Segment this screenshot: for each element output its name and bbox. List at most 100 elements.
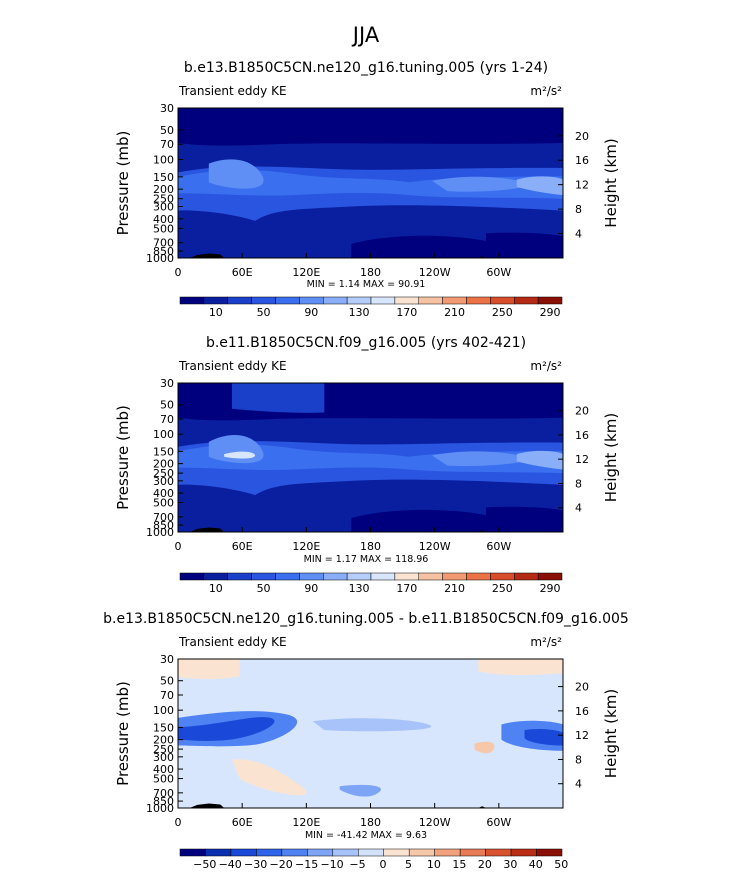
y-tick-label: 300	[153, 751, 174, 764]
colorbar-swatch	[418, 296, 443, 305]
y-tick-label: 850	[153, 245, 174, 258]
y-tick-label: 200	[153, 458, 174, 471]
x-tick-label: 0	[175, 266, 182, 279]
x-tick-label: 60E	[232, 266, 253, 279]
y-tick-label: 30	[160, 377, 174, 390]
y-tick-label: 700	[153, 787, 174, 800]
colorbar-label: 210	[444, 582, 465, 595]
colorbar-swatch	[227, 572, 252, 581]
y-axis-label: Pressure (mb)	[114, 681, 132, 786]
contour-band	[312, 718, 432, 732]
colorbar-swatch	[466, 572, 491, 581]
panel-title: b.e13.B1850C5CN.ne120_g16.tuning.005 - b…	[103, 611, 629, 627]
panel-3: b.e13.B1850C5CN.ne120_g16.tuning.005 - b…	[103, 611, 629, 871]
colorbar-swatch	[536, 848, 563, 857]
x-tick-label: 60W	[486, 540, 511, 553]
colorbar-swatch	[275, 572, 300, 581]
y-tick-label: 70	[160, 413, 174, 426]
y-tick-label: 50	[160, 675, 174, 688]
y-right-tick-label: 12	[575, 729, 589, 742]
colorbar-swatch	[230, 848, 257, 857]
contour-band	[178, 659, 240, 680]
colorbar-swatch	[510, 848, 537, 857]
y-tick-label: 50	[160, 399, 174, 412]
colorbar-label: 250	[492, 582, 513, 595]
colorbar-label: 50	[257, 306, 271, 319]
contour-band	[432, 451, 529, 467]
y-right-tick-label: 4	[575, 502, 582, 515]
colorbar-swatch	[299, 296, 324, 305]
x-tick-label: 120W	[419, 816, 451, 829]
y-right-tick-label: 8	[575, 477, 582, 490]
y-tick-label: 500	[153, 497, 174, 510]
colorbar-label: 90	[304, 306, 318, 319]
left-label: Transient eddy KE	[178, 359, 287, 373]
colorbar-label: 5	[405, 858, 412, 871]
y-right-tick-label: 16	[575, 154, 589, 167]
y-tick-label: 850	[153, 795, 174, 808]
colorbar-swatch	[537, 572, 563, 581]
x-tick-label: 120W	[419, 540, 451, 553]
colorbar-label: 20	[478, 858, 492, 871]
x-tick-label: 0	[175, 816, 182, 829]
contour-band	[516, 450, 563, 470]
colorbar-swatch	[490, 572, 515, 581]
min-max-stats: MIN = -41.42 MAX = 9.63	[305, 830, 427, 841]
y-tick-label: 30	[160, 102, 174, 115]
x-tick-label: 180	[360, 540, 381, 553]
colorbar-label: 10	[427, 858, 441, 871]
y-tick-label: 150	[153, 721, 174, 734]
contour-band	[351, 509, 494, 532]
contour-band	[432, 176, 529, 192]
y-right-tick-label: 16	[575, 429, 589, 442]
colorbar-swatch	[434, 848, 461, 857]
colorbar-swatch	[466, 296, 491, 305]
colorbar-label: −40	[219, 858, 242, 871]
colorbar-swatch	[383, 848, 410, 857]
colorbar-label: 10	[209, 582, 223, 595]
min-max-stats: MIN = 1.17 MAX = 118.96	[304, 554, 429, 565]
panel-1: b.e13.B1850C5CN.ne120_g16.tuning.005 (yr…	[114, 60, 620, 319]
y-tick-label: 250	[153, 743, 174, 756]
y-tick-label: 200	[153, 183, 174, 196]
panel-2: b.e11.B1850C5CN.f09_g16.005 (yrs 402-421…	[114, 335, 620, 595]
contour-band	[178, 108, 563, 146]
y-axis-label: Pressure (mb)	[114, 131, 132, 236]
x-tick-label: 120E	[292, 540, 320, 553]
colorbar-label: 30	[503, 858, 517, 871]
colorbar-swatch	[442, 296, 467, 305]
left-label: Transient eddy KE	[178, 84, 287, 98]
colorbar-swatch	[459, 848, 486, 857]
colorbar-swatch	[256, 848, 283, 857]
colorbar-label: 50	[257, 582, 271, 595]
units-label: m²/s²	[530, 635, 562, 649]
colorbar-swatch	[227, 296, 252, 305]
y-tick-label: 70	[160, 689, 174, 702]
colorbar-label: 250	[492, 306, 513, 319]
y-tick-label: 70	[160, 138, 174, 151]
y-tick-label: 400	[153, 487, 174, 500]
colorbar-label: 90	[304, 582, 318, 595]
colorbar-swatch	[514, 572, 539, 581]
colorbar-swatch	[394, 572, 419, 581]
y-tick-label: 400	[153, 213, 174, 226]
colorbar-label: 210	[444, 306, 465, 319]
colorbar-swatch	[203, 572, 228, 581]
min-max-stats: MIN = 1.14 MAX = 90.91	[307, 279, 426, 290]
colorbar-swatch	[251, 572, 276, 581]
y-tick-label: 850	[153, 519, 174, 532]
colorbar-swatch	[358, 848, 384, 857]
contour-band	[486, 506, 563, 532]
y-tick-label: 150	[153, 171, 174, 184]
colorbar-swatch	[332, 848, 359, 857]
y-tick-label: 1000	[146, 526, 174, 539]
contour-band	[339, 784, 381, 797]
y-right-tick-label: 12	[575, 179, 589, 192]
x-tick-label: 120E	[292, 816, 320, 829]
colorbar-swatch	[490, 296, 515, 305]
panel-title: b.e13.B1850C5CN.ne120_g16.tuning.005 (yr…	[184, 60, 548, 76]
contour-band	[351, 235, 494, 258]
colorbar-swatch	[307, 848, 334, 857]
